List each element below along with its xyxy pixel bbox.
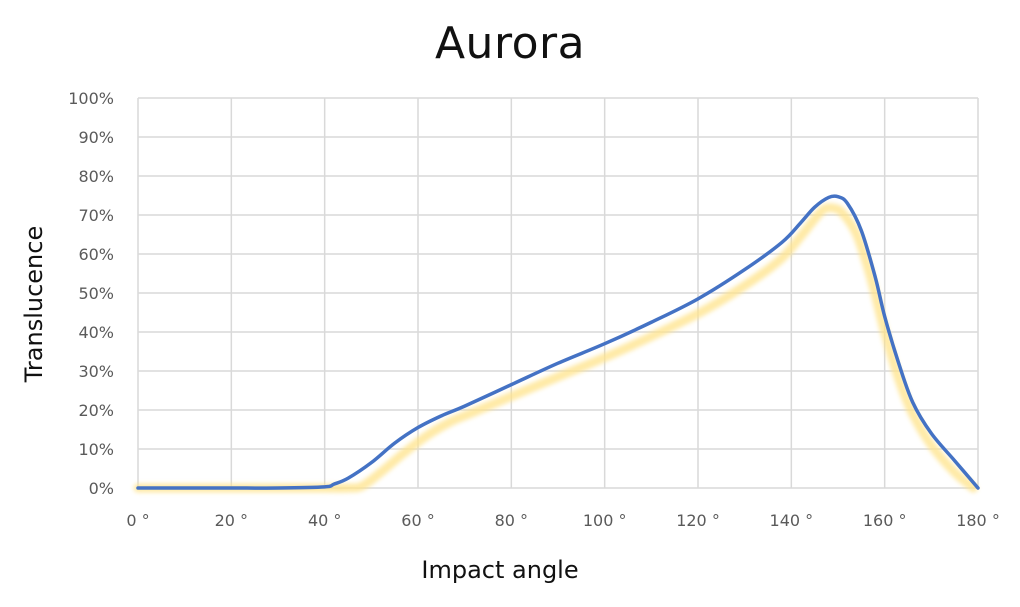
x-tick-label: 0 ° xyxy=(126,511,149,530)
x-tick-label: 140 ° xyxy=(770,511,814,530)
x-tick-label: 120 ° xyxy=(676,511,720,530)
x-tick-label: 40 ° xyxy=(308,511,341,530)
y-tick-label: 0% xyxy=(89,479,114,498)
chart-title: Aurora xyxy=(434,18,586,69)
y-tick-label: 30% xyxy=(78,362,114,381)
x-tick-label: 20 ° xyxy=(215,511,248,530)
y-tick-label: 80% xyxy=(78,167,114,186)
y-axis-ticks: 0% 10% 20% 30% 40% 50% 60% 70% 80% 90% 100% xyxy=(68,89,114,498)
translucence-series-line xyxy=(136,194,980,490)
y-tick-label: 60% xyxy=(78,245,114,264)
x-tick-label: 160 ° xyxy=(863,511,907,530)
x-tick-label: 100 ° xyxy=(583,511,627,530)
y-tick-label: 20% xyxy=(78,401,114,420)
series-layer xyxy=(133,194,980,493)
y-tick-label: 70% xyxy=(78,206,114,225)
x-axis-ticks: 0 ° 20 ° 40 ° 60 ° 80 ° 100 ° 120 ° 140 ° 160 ° 1… xyxy=(126,511,999,530)
x-axis-title-text: Impact angle xyxy=(421,556,579,584)
y-tick-label: 100% xyxy=(68,89,114,108)
y-tick-label: 40% xyxy=(78,323,114,342)
glow-series-line xyxy=(133,203,978,493)
grid-lines xyxy=(137,97,979,489)
y-tick-label: 50% xyxy=(78,284,114,303)
y-tick-label: 10% xyxy=(78,440,114,459)
x-axis-title: Impact angle xyxy=(0,556,1020,584)
x-tick-label: 180 ° xyxy=(956,511,1000,530)
x-tick-label: 80 ° xyxy=(495,511,528,530)
x-tick-label: 60 ° xyxy=(401,511,434,530)
y-tick-label: 90% xyxy=(78,128,114,147)
